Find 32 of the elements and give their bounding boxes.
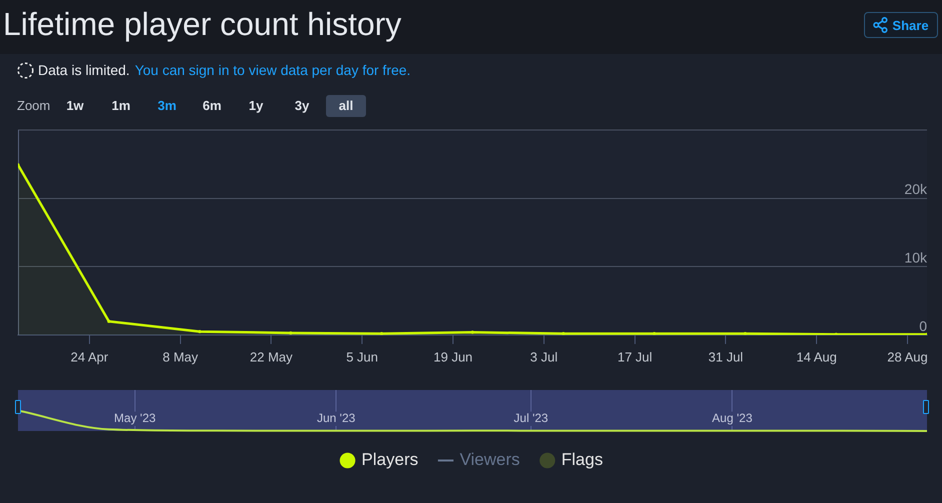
zoom-button: all xyxy=(326,95,366,117)
text: 6m xyxy=(202,97,222,115)
text: 1w xyxy=(65,97,85,115)
x-tick-label: 31 Jul xyxy=(708,349,744,364)
text: 1m xyxy=(110,97,132,115)
x-tick-label: 14 Aug xyxy=(796,349,837,364)
x-tick-label: 19 Jun xyxy=(434,349,473,364)
x-tick-label: Jun '23 xyxy=(316,411,356,426)
x-tick-label: 24 Apr xyxy=(70,349,109,364)
x-tick-label: Aug '23 xyxy=(712,411,753,426)
x-tick-label: 17 Jul xyxy=(617,349,652,364)
legend-label: Players xyxy=(362,450,418,470)
x-tick-label: 22 May xyxy=(250,349,294,364)
x-tick-label: Jul '23 xyxy=(514,411,548,426)
legend-label: Flags xyxy=(561,450,603,470)
y-tick-label: 10k xyxy=(904,250,928,266)
text: You can sign in to view data per day for free. xyxy=(134,61,411,79)
y-tick-label: 0 xyxy=(919,318,928,334)
x-tick-label: 28 Aug xyxy=(887,349,928,364)
x-tick-label: May '23 xyxy=(114,411,156,426)
text: 1y xyxy=(248,97,264,115)
x-tick-label: 8 May xyxy=(162,349,199,364)
x-tick-label: 5 Jun xyxy=(346,349,378,364)
chart-title: Lifetime player count history xyxy=(3,6,402,43)
text: 3y xyxy=(294,97,310,115)
text: Data is limited. xyxy=(38,61,130,79)
legend-label: Viewers xyxy=(460,450,520,470)
y-tick-label: 20k xyxy=(904,181,928,198)
x-tick-label: 3 Jul xyxy=(530,349,558,364)
text: 3m xyxy=(156,97,178,115)
share-button: Share xyxy=(864,12,938,38)
text: Zoom xyxy=(17,97,50,115)
